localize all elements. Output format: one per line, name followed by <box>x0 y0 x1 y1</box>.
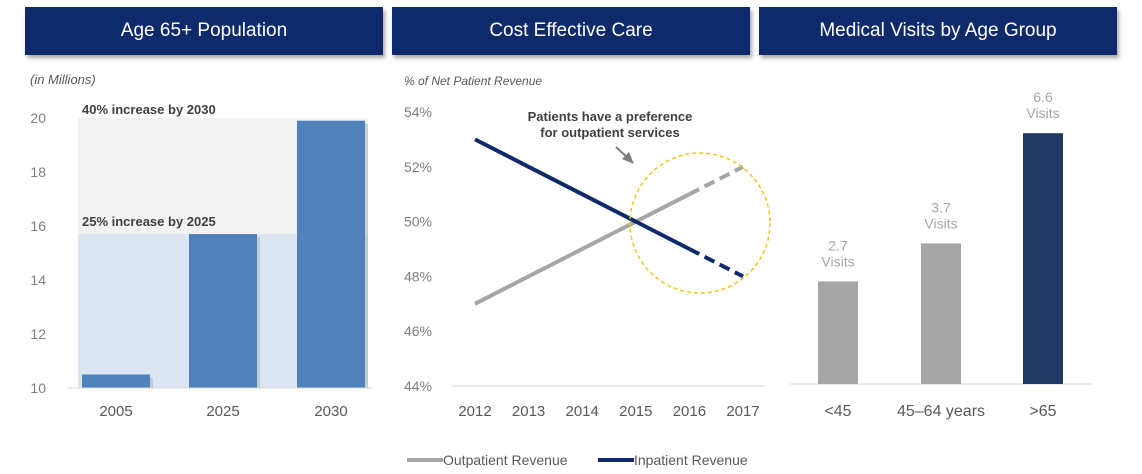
legend-outpatient: Outpatient Revenue <box>443 452 568 468</box>
header-age-population: Age 65+ Population <box>25 7 383 55</box>
y-tick-label: 48% <box>404 268 432 284</box>
bar <box>921 243 961 384</box>
x-tick-label: <45 <box>824 403 851 420</box>
y-tick-label: 44% <box>404 378 432 394</box>
series-line-outpatient <box>474 192 691 306</box>
annotation-line-1: Patients have a preference <box>528 109 693 124</box>
x-tick-label: 2015 <box>619 403 652 420</box>
series-line-inpatient <box>474 137 691 251</box>
x-tick-label: 2016 <box>673 403 706 420</box>
data-label-unit: Visits <box>821 253 854 269</box>
x-tick-label: 2017 <box>726 403 759 420</box>
x-tick-label: 2030 <box>314 403 347 420</box>
y-tick-label: 54% <box>404 104 432 120</box>
data-label-value: 2.7 <box>828 237 848 253</box>
y-tick-label: 20 <box>30 110 46 126</box>
y-tick-label: 16 <box>30 218 46 234</box>
data-label-value: 3.7 <box>931 199 951 215</box>
bar <box>82 374 150 388</box>
x-tick-label: >65 <box>1029 403 1056 420</box>
data-label-unit: Visits <box>1026 105 1059 121</box>
bar <box>1023 133 1063 384</box>
y-tick-label: 18 <box>30 164 46 180</box>
data-label-value: 6.6 <box>1033 89 1053 105</box>
bar <box>297 120 365 388</box>
x-tick-label: 2014 <box>566 403 599 420</box>
y-tick-label: 14 <box>30 272 46 288</box>
x-tick-label: 45–64 years <box>897 403 985 420</box>
x-tick-label: 2012 <box>458 403 491 420</box>
series-projection-outpatient <box>688 165 744 196</box>
header-medical-visits: Medical Visits by Age Group <box>759 7 1117 55</box>
y-tick-label: 12 <box>30 326 46 342</box>
x-tick-label: 2013 <box>512 403 545 420</box>
annotation-arrowhead <box>622 152 634 164</box>
y-tick-label: 10 <box>30 380 46 396</box>
series-projection-inpatient <box>688 247 744 279</box>
x-tick-label: 2025 <box>206 403 239 420</box>
y-tick-label: 46% <box>404 323 432 339</box>
unit-label-millions: (in Millions) <box>30 72 96 87</box>
highlight-circle <box>629 152 771 294</box>
y-tick-label: 52% <box>404 159 432 175</box>
data-label-unit: Visits <box>924 215 957 231</box>
unit-label-net-revenue: % of Net Patient Revenue <box>404 74 542 88</box>
legend-inpatient: Inpatient Revenue <box>634 452 748 468</box>
bar <box>189 234 257 388</box>
x-tick-label: 2005 <box>99 403 132 420</box>
annotation-line-2: for outpatient services <box>540 125 679 140</box>
annotation-40-percent: 40% increase by 2030 <box>82 102 216 117</box>
bar <box>818 281 858 384</box>
annotation-25-percent: 25% increase by 2025 <box>82 214 216 229</box>
y-tick-label: 50% <box>404 214 432 230</box>
header-cost-effective-care: Cost Effective Care <box>392 7 750 55</box>
